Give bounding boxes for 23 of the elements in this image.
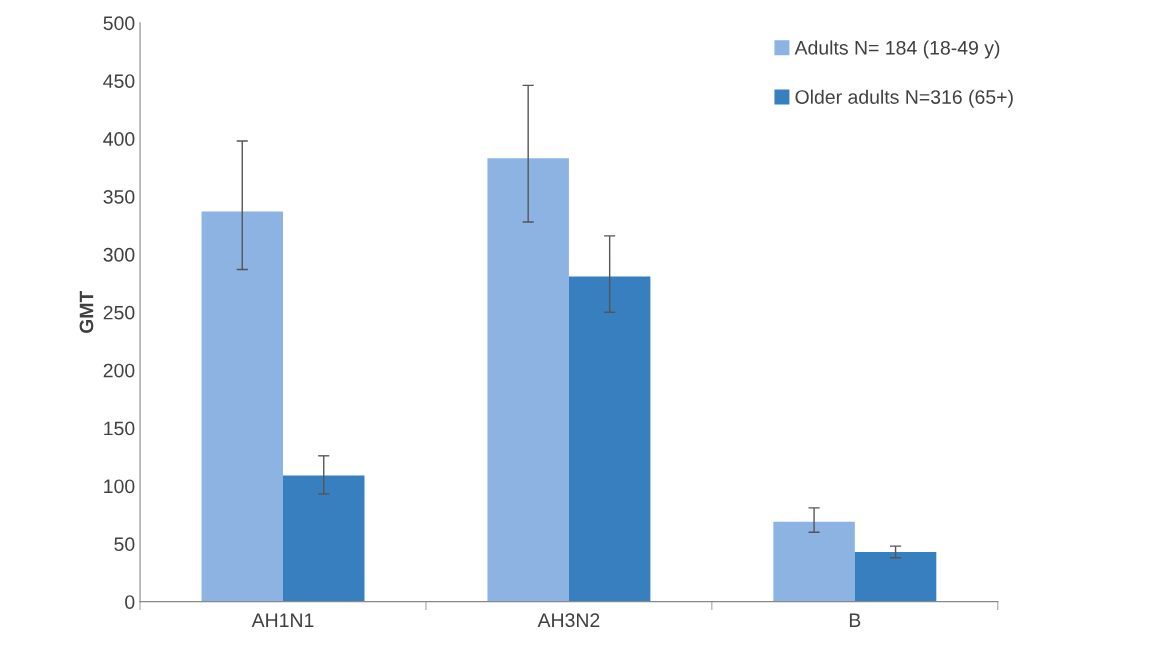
y-tick-label: 150 (104, 421, 135, 436)
bar (773, 521, 855, 602)
x-tick-label: AH1N1 (251, 613, 314, 627)
y-tick-label: 300 (103, 247, 135, 262)
x-tick-label: B (849, 613, 861, 627)
y-tick-label: 500 (103, 16, 135, 31)
y-tick-label: 400 (103, 132, 135, 146)
y-tick-label: 50 (114, 537, 135, 552)
y-tick-label: 350 (103, 189, 135, 204)
legend-label: Older adults N=316 (65+) (795, 89, 1013, 108)
legend-label: Adults N= 184 (18-49 y) (794, 40, 1000, 59)
bar (283, 475, 365, 602)
bar (854, 551, 937, 602)
y-tick-label: 100 (104, 479, 135, 494)
y-axis-title: GMT (79, 290, 94, 334)
bar (201, 211, 283, 602)
y-tick-label: 250 (103, 305, 135, 320)
y-tick-label: 0 (125, 595, 135, 609)
bar (568, 276, 651, 602)
x-tick-label: AH3N2 (537, 613, 600, 628)
y-tick-label: 450 (103, 74, 135, 89)
y-tick-label: 200 (103, 363, 135, 378)
bar (487, 158, 569, 602)
